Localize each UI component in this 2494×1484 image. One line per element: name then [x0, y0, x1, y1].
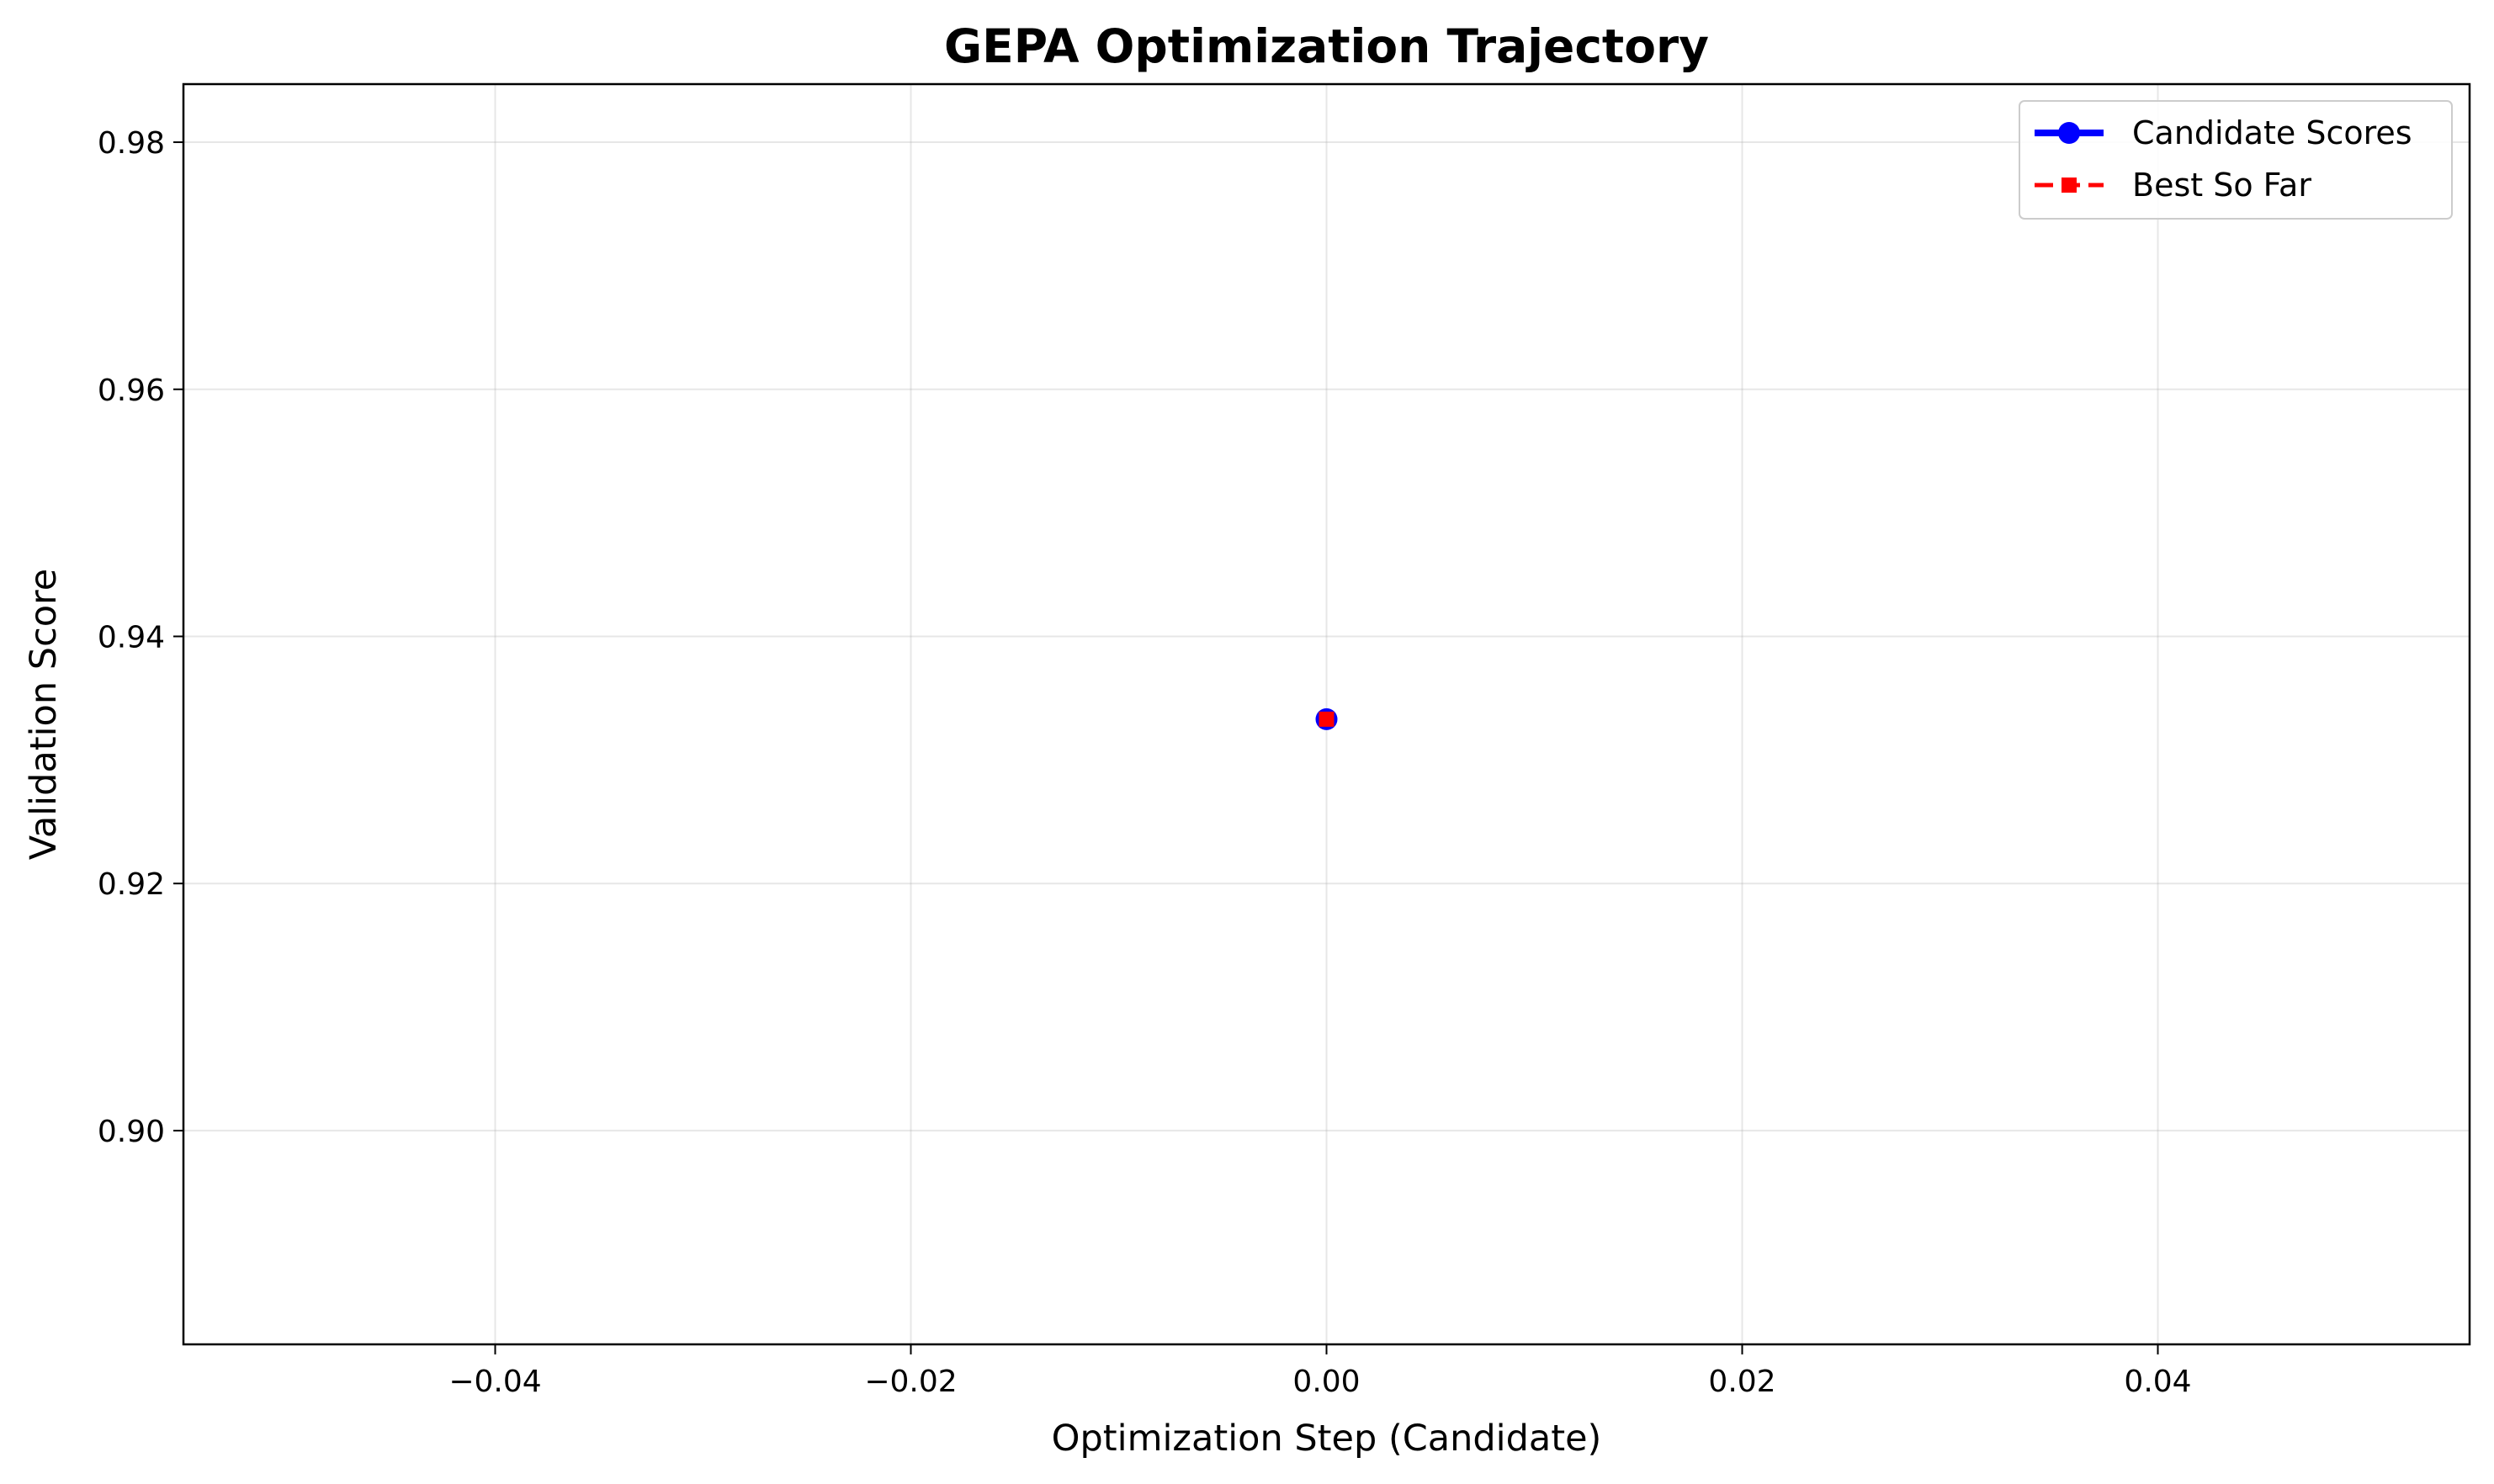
- y-tick-label: 0.96: [98, 374, 165, 408]
- legend-entry: Best So Far: [2035, 167, 2311, 204]
- legend-entry: Candidate Scores: [2035, 114, 2412, 151]
- x-tick-label: −0.04: [448, 1365, 541, 1399]
- y-tick-label: 0.90: [98, 1115, 165, 1149]
- chart-title: GEPA Optimization Trajectory: [944, 19, 1709, 73]
- legend-marker: [2062, 178, 2077, 193]
- y-axis-label: Validation Score: [23, 569, 65, 860]
- legend-box: [2019, 100, 2453, 220]
- x-tick-label: −0.02: [864, 1365, 957, 1399]
- legend: Candidate Scores Best So Far: [2019, 100, 2453, 220]
- x-axis-label: Optimization Step (Candidate): [1052, 1418, 1602, 1460]
- legend-label: Candidate Scores: [2132, 114, 2412, 151]
- series-layer: [1315, 708, 1338, 730]
- x-tick-label: 0.00: [1292, 1365, 1360, 1399]
- legend-marker: [2058, 122, 2080, 144]
- y-axis: 0.90 0.92 0.94 0.96 0.98: [98, 126, 183, 1149]
- y-tick-label: 0.94: [98, 620, 165, 655]
- best-so-far-point: [1319, 711, 1335, 727]
- legend-label: Best So Far: [2132, 167, 2311, 204]
- x-axis: −0.04 −0.02 0.00 0.02 0.04: [448, 1344, 2192, 1399]
- y-tick-label: 0.98: [98, 126, 165, 161]
- x-tick-label: 0.02: [1708, 1365, 1775, 1399]
- y-tick-label: 0.92: [98, 867, 165, 902]
- x-tick-label: 0.04: [2124, 1365, 2191, 1399]
